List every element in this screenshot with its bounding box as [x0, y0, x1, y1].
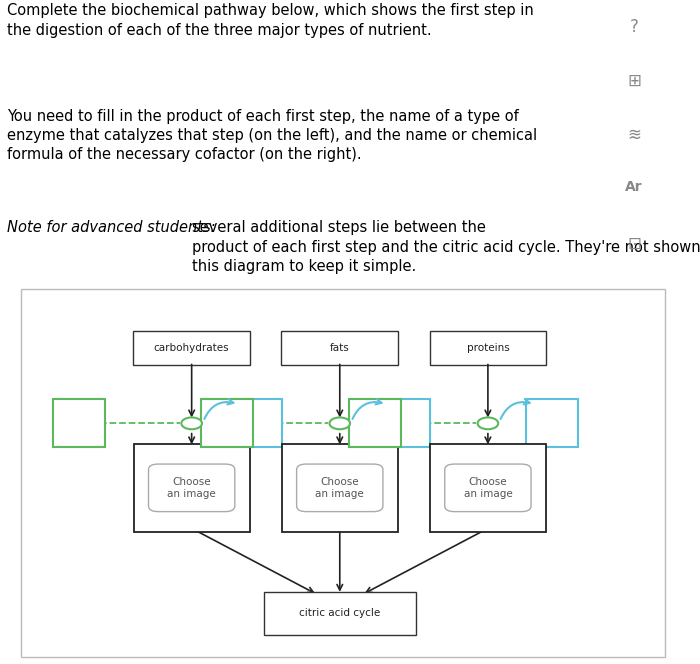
FancyBboxPatch shape	[148, 464, 235, 511]
Text: ⊞: ⊞	[627, 72, 641, 90]
FancyBboxPatch shape	[282, 444, 398, 532]
FancyBboxPatch shape	[297, 464, 383, 511]
FancyBboxPatch shape	[134, 444, 250, 532]
Text: Note for advanced students:: Note for advanced students:	[7, 220, 220, 235]
Text: ⊡: ⊡	[627, 234, 641, 252]
Text: Ar: Ar	[625, 181, 643, 195]
Circle shape	[181, 418, 202, 429]
Text: Choose
an image: Choose an image	[316, 477, 364, 499]
Text: carbohydrates: carbohydrates	[154, 343, 230, 353]
FancyBboxPatch shape	[264, 592, 416, 635]
Text: fats: fats	[330, 343, 350, 353]
Text: You need to fill in the product of each first step, the name of a type of
enzyme: You need to fill in the product of each …	[7, 109, 537, 163]
FancyBboxPatch shape	[134, 331, 250, 365]
Circle shape	[477, 418, 498, 429]
Text: Complete the biochemical pathway below, which shows the first step in
the digest: Complete the biochemical pathway below, …	[7, 3, 533, 38]
FancyBboxPatch shape	[526, 399, 578, 448]
FancyBboxPatch shape	[349, 399, 401, 448]
Text: ?: ?	[629, 17, 638, 36]
FancyBboxPatch shape	[53, 399, 105, 448]
FancyBboxPatch shape	[21, 289, 665, 657]
FancyBboxPatch shape	[201, 399, 253, 448]
FancyBboxPatch shape	[430, 331, 546, 365]
Text: citric acid cycle: citric acid cycle	[299, 608, 380, 618]
Text: Choose
an image: Choose an image	[463, 477, 512, 499]
Text: proteins: proteins	[466, 343, 510, 353]
Text: several additional steps lie between the
product of each first step and the citr: several additional steps lie between the…	[193, 220, 700, 274]
Circle shape	[330, 418, 350, 429]
FancyBboxPatch shape	[430, 444, 546, 532]
FancyBboxPatch shape	[378, 399, 430, 448]
FancyBboxPatch shape	[444, 464, 531, 511]
FancyBboxPatch shape	[281, 331, 398, 365]
Text: Choose
an image: Choose an image	[167, 477, 216, 499]
FancyBboxPatch shape	[230, 399, 282, 448]
Text: ≋: ≋	[627, 126, 641, 144]
